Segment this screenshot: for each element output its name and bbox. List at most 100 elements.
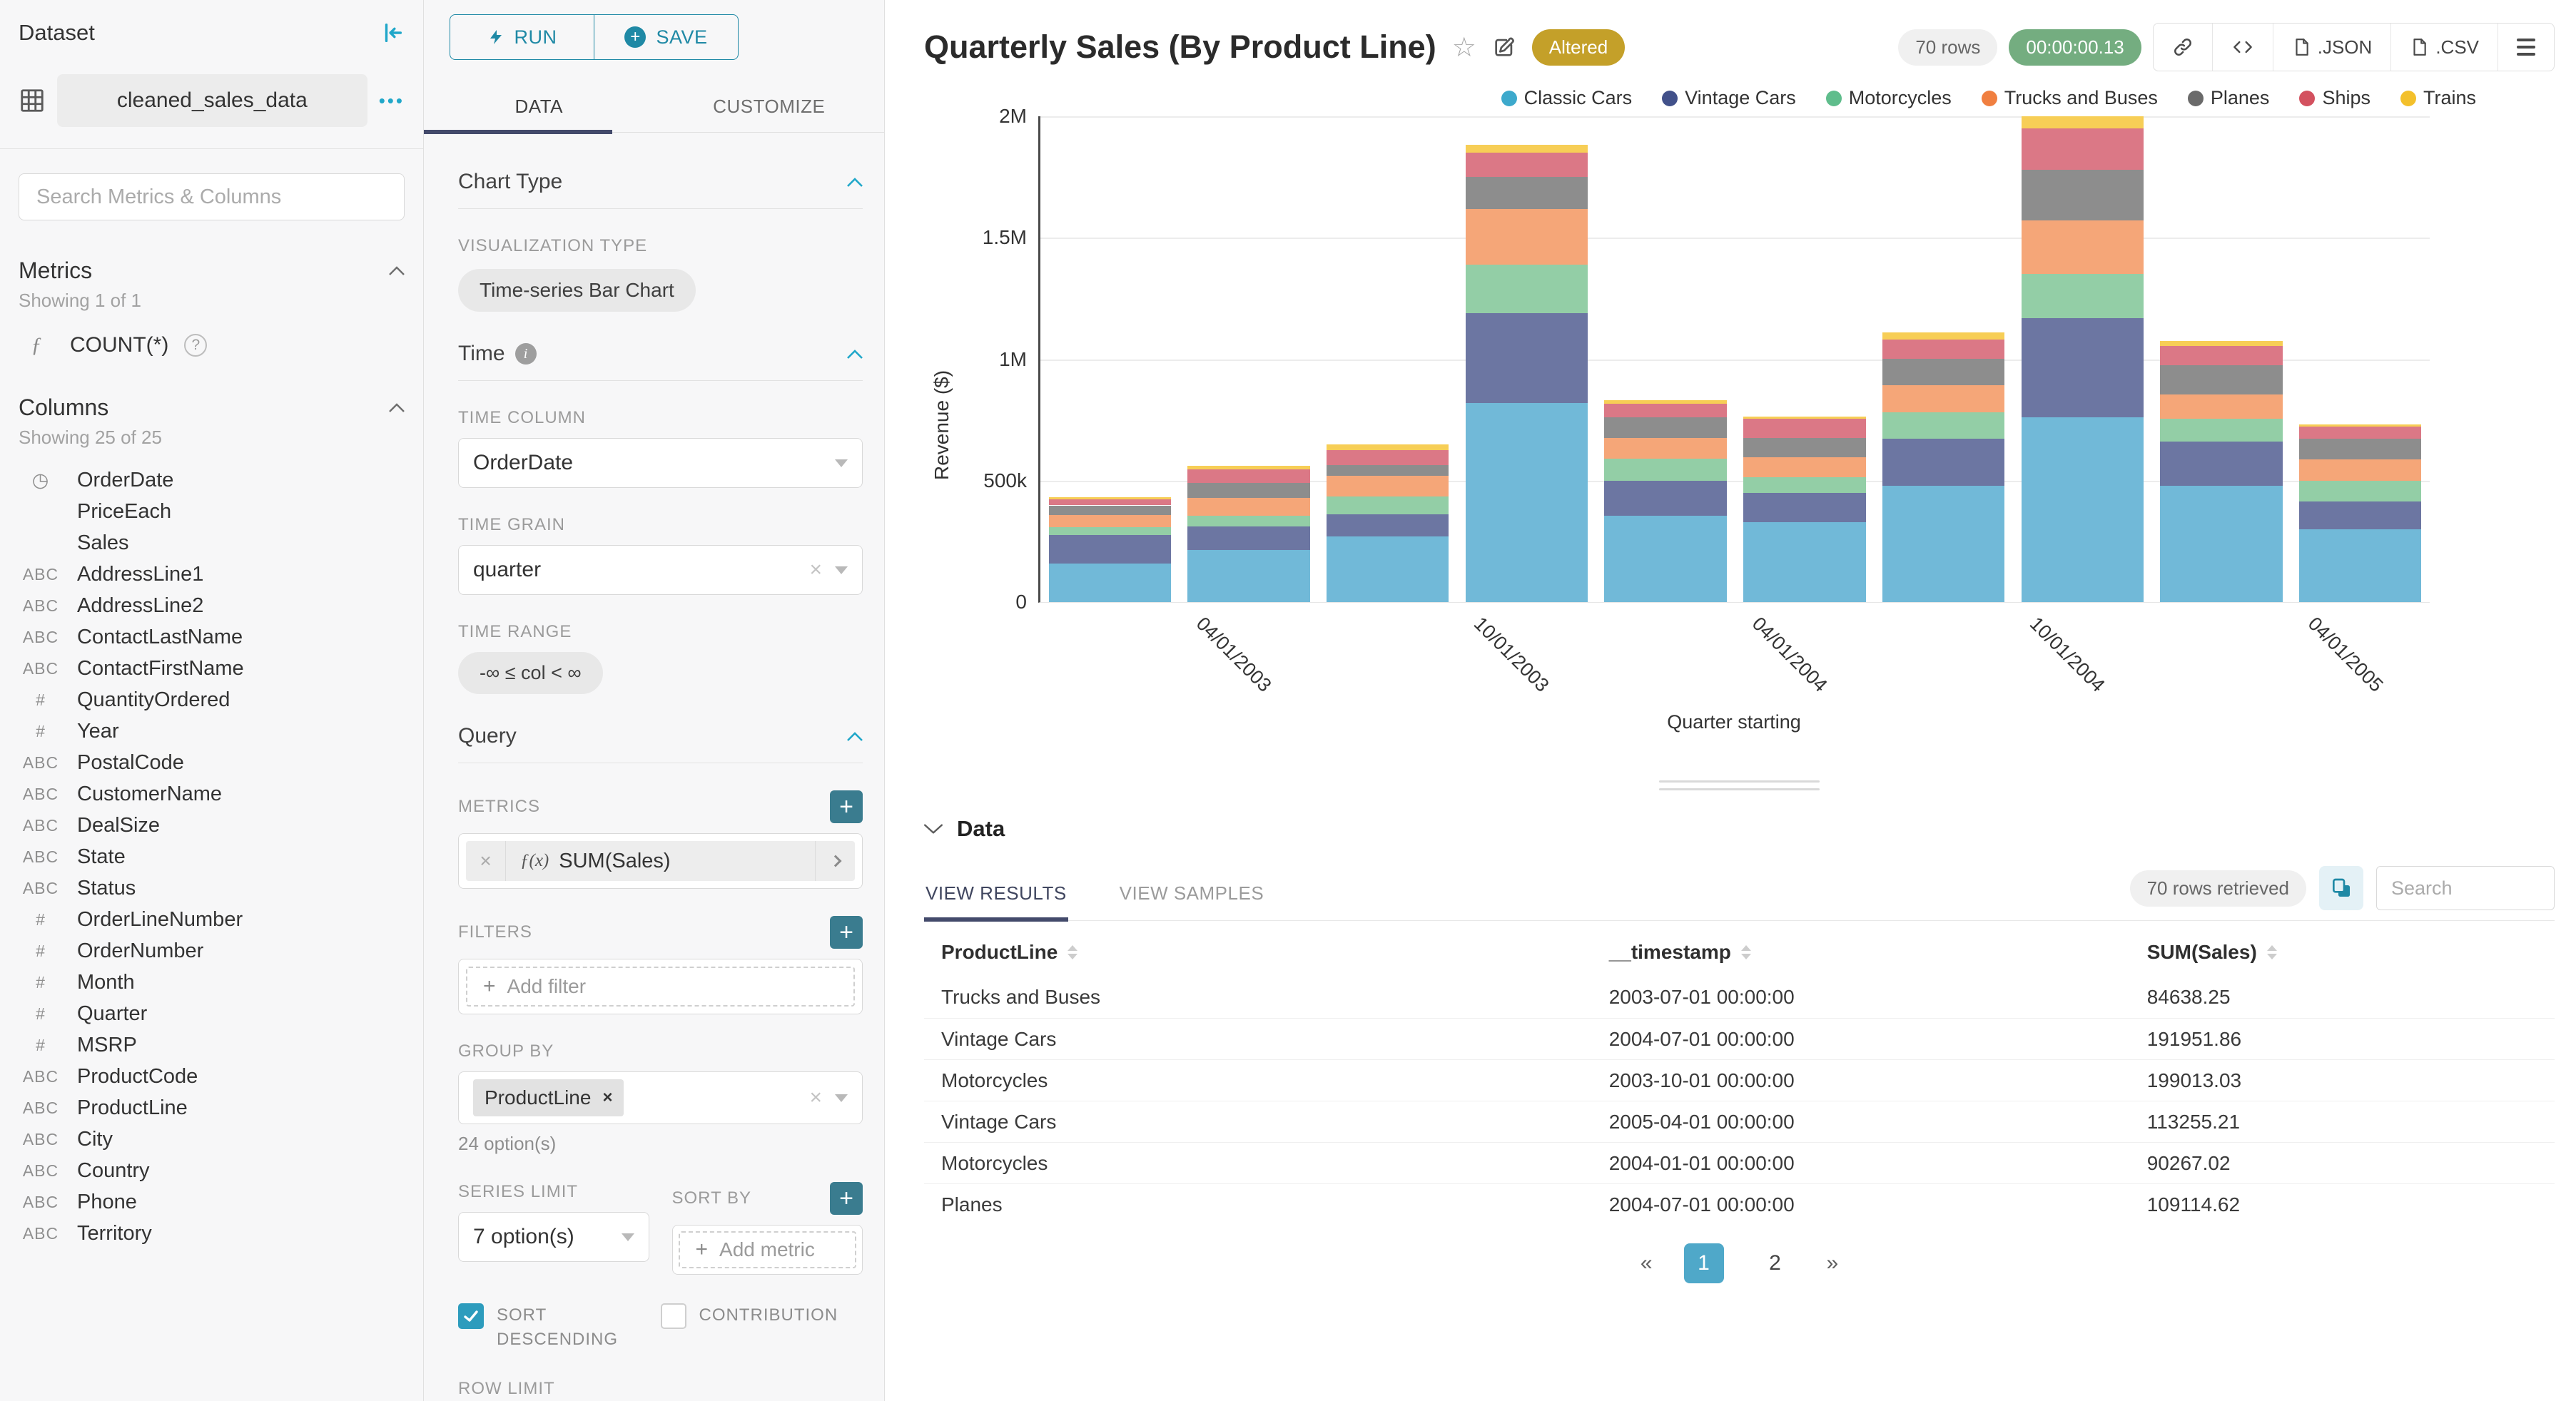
column-item-ProductLine[interactable]: ABC ProductLine (19, 1092, 405, 1124)
legend-item-Planes[interactable]: Planes (2187, 87, 2269, 109)
add-filter-button[interactable]: + (830, 916, 863, 949)
column-item-DealSize[interactable]: ABC DealSize (19, 810, 405, 841)
add-sort-metric-dropzone[interactable]: + Add metric (678, 1231, 856, 1268)
group-by-select[interactable]: ProductLine × × (458, 1071, 863, 1124)
add-sort-metric-button[interactable]: + (830, 1182, 863, 1215)
bar-segment-Ships (1604, 404, 1727, 418)
metrics-columns-search-input[interactable] (19, 173, 405, 220)
next-page-button[interactable]: » (1826, 1251, 1839, 1275)
column-item-ProductCode[interactable]: ABC ProductCode (19, 1061, 405, 1092)
run-button[interactable]: RUN (450, 15, 594, 59)
time-column-select[interactable]: OrderDate (458, 438, 863, 488)
column-item-Year[interactable]: # Year (19, 715, 405, 747)
clear-icon[interactable]: × (809, 1086, 822, 1109)
page-button-1[interactable]: 1 (1683, 1243, 1724, 1283)
legend-item-Trains[interactable]: Trains (2400, 87, 2476, 109)
copy-link-button[interactable] (2154, 24, 2213, 71)
favorite-star-icon[interactable]: ☆ (1451, 32, 1476, 63)
dataset-name-pill[interactable]: cleaned_sales_data (57, 74, 367, 127)
column-item-ContactFirstName[interactable]: ABC ContactFirstName (19, 653, 405, 684)
metric-item-count[interactable]: ƒ COUNT(*) ? (19, 333, 405, 357)
column-item-Sales[interactable]: Sales (19, 527, 405, 559)
column-item-OrderDate[interactable]: ◷ OrderDate (19, 464, 405, 496)
column-item-Phone[interactable]: ABC Phone (19, 1186, 405, 1218)
plus-icon: + (695, 1238, 709, 1261)
bar-segment-Vintage Cars (1882, 439, 2005, 486)
number-type-icon: # (36, 690, 46, 709)
edit-title-button[interactable] (1492, 35, 1516, 59)
collapse-query-icon[interactable] (847, 731, 863, 741)
table-cell: 2004-07-01 00:00:00 (1608, 1027, 1795, 1050)
contribution-checkbox[interactable] (660, 1303, 686, 1329)
save-button[interactable]: + SAVE (594, 15, 738, 59)
column-header-SUM(Sales)[interactable]: SUM(Sales) (2147, 941, 2555, 964)
metric-pill[interactable]: × ƒ(x) SUM(Sales) (466, 841, 855, 881)
bar-segment-Motorcycles (2021, 274, 2144, 318)
column-item-Status[interactable]: ABC Status (19, 872, 405, 904)
collapse-chart-type-icon[interactable] (847, 177, 863, 187)
viz-type-pill[interactable]: Time-series Bar Chart (458, 269, 696, 312)
bar-segment-Ships (1465, 153, 1588, 178)
page-button-2[interactable]: 2 (1755, 1243, 1795, 1283)
column-item-Month[interactable]: # Month (19, 967, 405, 998)
time-range-pill[interactable]: -∞ ≤ col < ∞ (458, 652, 603, 694)
legend-item-Classic Cars[interactable]: Classic Cars (1501, 87, 1632, 109)
table-cell: 191951.86 (2146, 1027, 2242, 1050)
results-table-body: Trucks and Buses 2003-07-01 00:00:00 84638… (924, 977, 2555, 1225)
number-type-icon: # (36, 721, 46, 740)
collapse-metrics-icon[interactable] (389, 266, 405, 275)
remove-tag-icon[interactable]: × (602, 1088, 613, 1107)
legend-item-Motorcycles[interactable]: Motorcycles (1825, 87, 1952, 109)
panel-resize-handle[interactable] (1659, 780, 1820, 790)
remove-metric-icon[interactable]: × (466, 841, 506, 881)
column-header-ProductLine[interactable]: ProductLine (941, 941, 1609, 964)
column-label: Sales (77, 531, 129, 554)
expand-metric-icon[interactable] (815, 841, 855, 881)
add-metric-button[interactable]: + (830, 790, 863, 823)
add-filter-dropzone[interactable]: + Add filter (466, 967, 855, 1007)
table-cell: 113255.21 (2146, 1110, 2241, 1133)
collapse-columns-icon[interactable] (389, 403, 405, 412)
legend-item-Vintage Cars[interactable]: Vintage Cars (1662, 87, 1796, 109)
column-item-ContactLastName[interactable]: ABC ContactLastName (19, 621, 405, 653)
clear-icon[interactable]: × (809, 558, 822, 581)
table-cell: 2004-07-01 00:00:00 (1608, 1193, 1795, 1216)
column-item-MSRP[interactable]: # MSRP (19, 1029, 405, 1061)
column-header-__timestamp[interactable]: __timestamp (1609, 941, 2147, 964)
tab-data[interactable]: DATA (424, 84, 654, 134)
copy-data-button[interactable] (2319, 866, 2363, 910)
export-json-button[interactable]: .JSON (2273, 24, 2392, 71)
column-item-AddressLine2[interactable]: ABC AddressLine2 (19, 590, 405, 621)
column-item-OrderLineNumber[interactable]: # OrderLineNumber (19, 904, 405, 935)
previous-page-button[interactable]: « (1640, 1251, 1653, 1275)
collapse-time-icon[interactable] (847, 349, 863, 359)
column-item-Territory[interactable]: ABC Territory (19, 1218, 405, 1249)
tab-customize[interactable]: CUSTOMIZE (713, 96, 826, 117)
column-item-AddressLine1[interactable]: ABC AddressLine1 (19, 559, 405, 590)
embed-code-button[interactable] (2213, 24, 2273, 71)
dataset-options-button[interactable]: ••• (378, 89, 405, 111)
collapse-sidebar-button[interactable] (380, 21, 405, 45)
legend-item-Ships[interactable]: Ships (2299, 87, 2370, 109)
legend-item-Trucks and Buses[interactable]: Trucks and Buses (1981, 87, 2158, 109)
column-item-QuantityOrdered[interactable]: # QuantityOrdered (19, 684, 405, 715)
tab-view-results[interactable]: VIEW RESULTS (924, 872, 1068, 922)
time-grain-select[interactable]: quarter × (458, 545, 863, 595)
column-item-PriceEach[interactable]: PriceEach (19, 496, 405, 527)
collapse-data-icon[interactable] (924, 823, 943, 835)
column-item-PostalCode[interactable]: ABC PostalCode (19, 747, 405, 778)
column-item-Quarter[interactable]: # Quarter (19, 998, 405, 1029)
chart-panel: Quarterly Sales (By Product Line) ☆ Alte… (885, 0, 2576, 1401)
column-item-State[interactable]: ABC State (19, 841, 405, 872)
series-limit-select[interactable]: 7 option(s) (458, 1212, 649, 1262)
results-search-input[interactable] (2376, 866, 2555, 910)
column-item-CustomerName[interactable]: ABC CustomerName (19, 778, 405, 810)
column-item-OrderNumber[interactable]: # OrderNumber (19, 935, 405, 967)
bar-segment-Planes (1882, 359, 2005, 386)
tab-view-samples[interactable]: VIEW SAMPLES (1119, 882, 1264, 904)
column-item-City[interactable]: ABC City (19, 1124, 405, 1155)
chart-menu-button[interactable] (2498, 24, 2554, 71)
column-item-Country[interactable]: ABC Country (19, 1155, 405, 1186)
export-csv-button[interactable]: .CSV (2391, 24, 2498, 71)
sort-descending-checkbox[interactable] (458, 1303, 484, 1329)
